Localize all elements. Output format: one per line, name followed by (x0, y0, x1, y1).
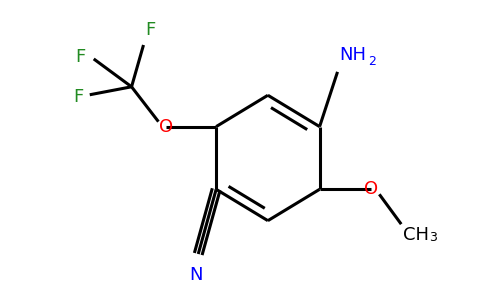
Text: N: N (190, 266, 203, 284)
Text: O: O (364, 180, 378, 198)
Text: F: F (76, 48, 86, 66)
Text: O: O (159, 118, 173, 136)
Text: 3: 3 (429, 231, 437, 244)
Text: CH: CH (403, 226, 429, 244)
Text: F: F (146, 21, 156, 39)
Text: 2: 2 (368, 55, 376, 68)
Text: F: F (74, 88, 84, 106)
Text: NH: NH (339, 46, 366, 64)
